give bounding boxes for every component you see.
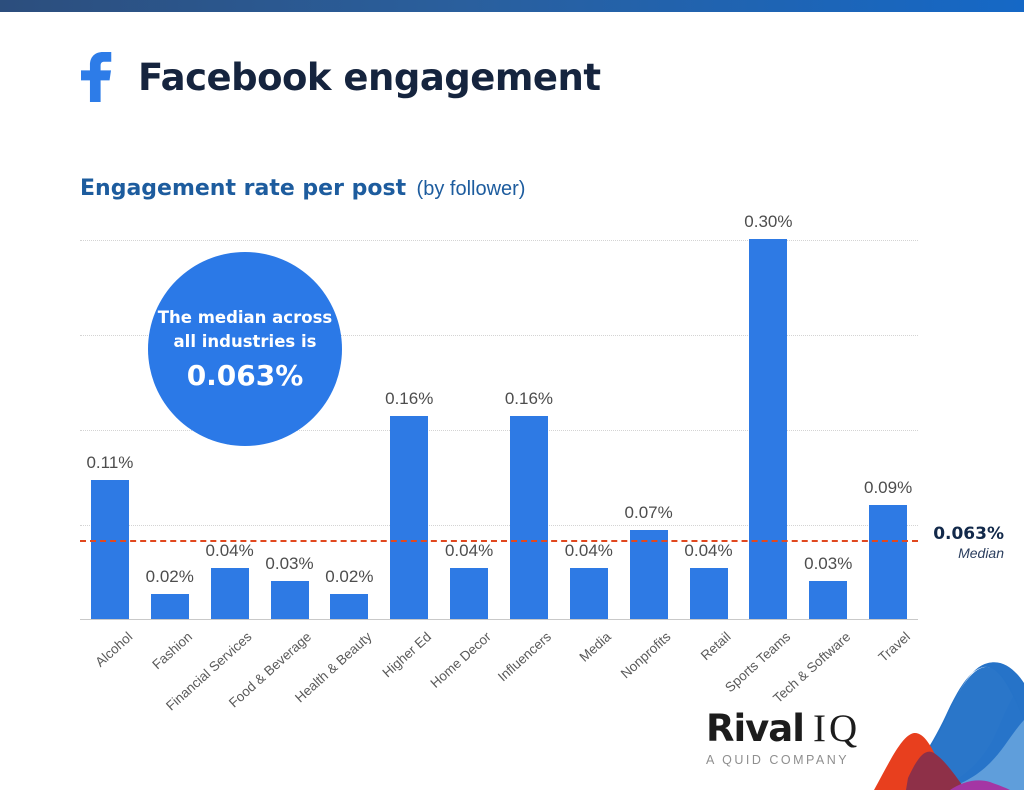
bar-slot: 0.03% Tech & Software: [770, 240, 858, 706]
bar-category-label: Influencers: [494, 629, 554, 685]
bar: [270, 581, 309, 619]
bar-slot: 0.16% Influencers: [495, 240, 559, 684]
bar: [869, 505, 908, 619]
rival-iq-logo: Rival IQ A QUID COMPANY: [706, 706, 860, 767]
bar: [450, 568, 489, 619]
gridline: [80, 430, 918, 431]
bar-value-label: 0.04%: [684, 541, 733, 560]
engagement-bar-chart: 0.11% Alcohol 0.02% Fashion 0.04% Financial S…: [80, 212, 1004, 713]
chart-title: Engagement rate per post (by follower): [80, 176, 525, 201]
bar-value-label: 0.02%: [145, 567, 194, 586]
bar-value-label: 0.02%: [325, 567, 374, 586]
bar-slot: 0.04% Media: [559, 240, 619, 665]
bar-slot: 0.04% Financial Services: [163, 240, 260, 713]
bar: [689, 568, 728, 619]
bar-category-label: Home Decor: [427, 629, 495, 691]
median-annotation: 0.063% Median: [930, 524, 1004, 561]
bar: [569, 568, 608, 619]
median-annotation-value: 0.063%: [933, 524, 1004, 544]
bar: [509, 416, 548, 619]
bar: [749, 239, 788, 619]
bar-slot: 0.16% Higher Ed: [379, 240, 439, 680]
bar-slot: 0.04% Home Decor: [428, 240, 499, 691]
bar-value-label: 0.04%: [564, 541, 613, 560]
bar-value-label: 0.09%: [863, 478, 913, 497]
bar: [629, 530, 668, 619]
bar: [90, 480, 129, 619]
median-reference-line: [80, 540, 918, 542]
page-title: Facebook engagement: [138, 55, 601, 99]
brand-tagline: A QUID COMPANY: [706, 753, 850, 767]
bar-category-label: Nonprofits: [617, 629, 674, 682]
bar-slot: 0.02% Fashion: [140, 240, 200, 672]
bar-value-label: 0.16%: [504, 389, 554, 408]
median-annotation-label: Median: [958, 545, 1004, 561]
bar: [150, 594, 189, 619]
chart-title-main: Engagement rate per post: [80, 176, 407, 201]
bar-value-label: 0.03%: [265, 554, 314, 573]
bar: [809, 581, 848, 619]
gridline: [80, 335, 918, 336]
median-callout-bubble: The median across all industries is 0.06…: [148, 252, 342, 446]
bar-category-label: Retail: [697, 629, 734, 664]
brand-wordmark-serif: IQ: [812, 707, 861, 750]
wave-hills-decoration-icon: [874, 662, 1024, 790]
callout-text-line2: all industries is: [173, 331, 317, 351]
bar-value-label: 0.16%: [385, 389, 434, 408]
bar-value-label: 0.30%: [744, 212, 793, 231]
top-accent-bar: [0, 0, 1024, 12]
bar-value-label: 0.04%: [205, 541, 254, 560]
chart-title-qualifier: (by follower): [416, 178, 526, 200]
bar-category-label: Alcohol: [92, 629, 135, 670]
bar-slot: 0.04% Retail: [679, 240, 739, 663]
bar-value-label: 0.11%: [86, 453, 134, 472]
bar: [210, 568, 249, 619]
gridline: [80, 525, 918, 526]
bar-category-label: Fashion: [149, 629, 195, 673]
bar-value-label: 0.03%: [804, 554, 853, 573]
bar: [390, 416, 429, 619]
facebook-f-icon: [81, 52, 112, 102]
bar-slot: 0.11% Alcohol: [80, 240, 140, 670]
bar-category-label: Higher Ed: [379, 629, 435, 681]
bar-slot: 0.09% Travel: [858, 240, 918, 665]
callout-text-line1: The median across: [157, 307, 333, 327]
bar-value-label: 0.04%: [444, 541, 494, 560]
bar: [330, 594, 369, 619]
bar-slot: 0.07% Nonprofits: [618, 240, 679, 681]
bar-category-label: Media: [576, 629, 614, 665]
brand-wordmark-bold: Rival: [706, 707, 805, 750]
page-header: Facebook engagement: [80, 52, 601, 102]
bar-value-label: 0.07%: [624, 503, 673, 522]
bar-slot: 0.03% Food & Beverage: [226, 240, 320, 710]
bar-series: 0.11% Alcohol 0.02% Fashion 0.04% Financial S…: [80, 212, 918, 713]
callout-value: 0.063%: [186, 359, 304, 393]
gridline: [80, 240, 918, 241]
bar-slot: 0.02% Health & Beauty: [292, 240, 379, 705]
bar-slot: 0.30% Sports Teams: [722, 212, 798, 695]
